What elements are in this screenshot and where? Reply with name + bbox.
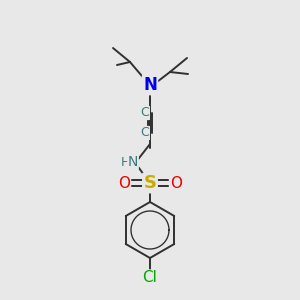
Text: Cl: Cl — [142, 271, 158, 286]
Text: H: H — [120, 155, 130, 169]
Text: O: O — [118, 176, 130, 190]
Text: O: O — [170, 176, 182, 190]
Text: C: C — [141, 106, 149, 119]
Text: C: C — [141, 127, 149, 140]
Text: N: N — [128, 155, 138, 169]
Text: S: S — [143, 174, 157, 192]
Text: N: N — [143, 76, 157, 94]
